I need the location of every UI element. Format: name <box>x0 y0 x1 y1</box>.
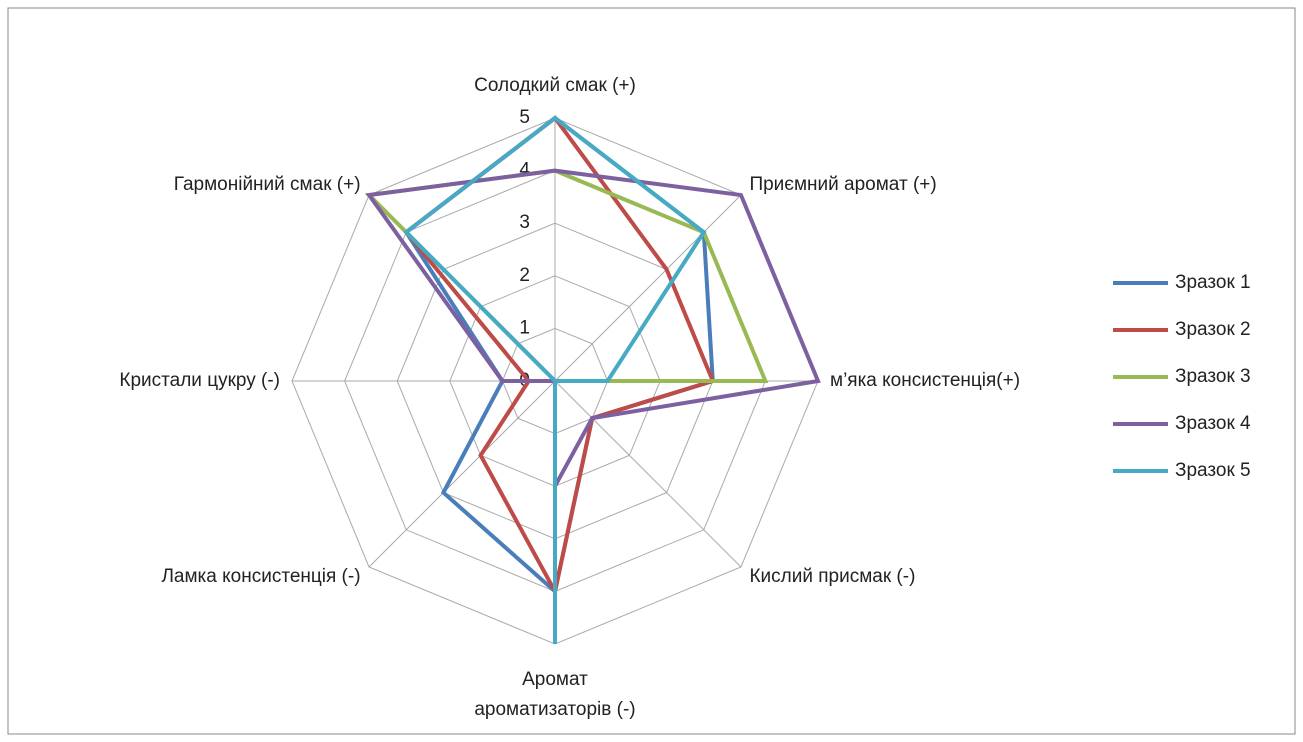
axis-spoke <box>554 194 742 382</box>
axis-spoke <box>554 380 742 568</box>
category-label: Приємний аромат (+) <box>749 174 936 195</box>
axis-spoke <box>368 380 556 568</box>
legend-label: Зразок 5 <box>1175 460 1251 481</box>
legend-label: Зразок 3 <box>1175 366 1251 387</box>
tick-label: 4 <box>519 160 530 181</box>
category-label: Кислий присмак (-) <box>749 566 915 587</box>
legend-label: Зразок 2 <box>1175 319 1251 340</box>
legend-label: Зразок 1 <box>1175 272 1251 293</box>
category-label: Аромат <box>522 669 588 690</box>
legend-label: Зразок 4 <box>1175 413 1251 434</box>
category-label: Гармонійний смак (+) <box>174 174 361 195</box>
tick-label: 1 <box>519 317 530 338</box>
category-label: м’яка консистенція(+) <box>830 370 1020 391</box>
category-label: Кристали цукру (-) <box>119 370 280 391</box>
chart-frame <box>7 7 1296 735</box>
series-line <box>403 115 707 644</box>
category-label: ароматизаторів (-) <box>474 699 635 720</box>
category-label: Солодкий смак (+) <box>474 75 636 96</box>
tick-label: 3 <box>519 212 530 233</box>
tick-label: 2 <box>519 265 530 286</box>
tick-label: 5 <box>519 107 530 128</box>
category-label: Ламка консистенція (-) <box>161 566 360 587</box>
